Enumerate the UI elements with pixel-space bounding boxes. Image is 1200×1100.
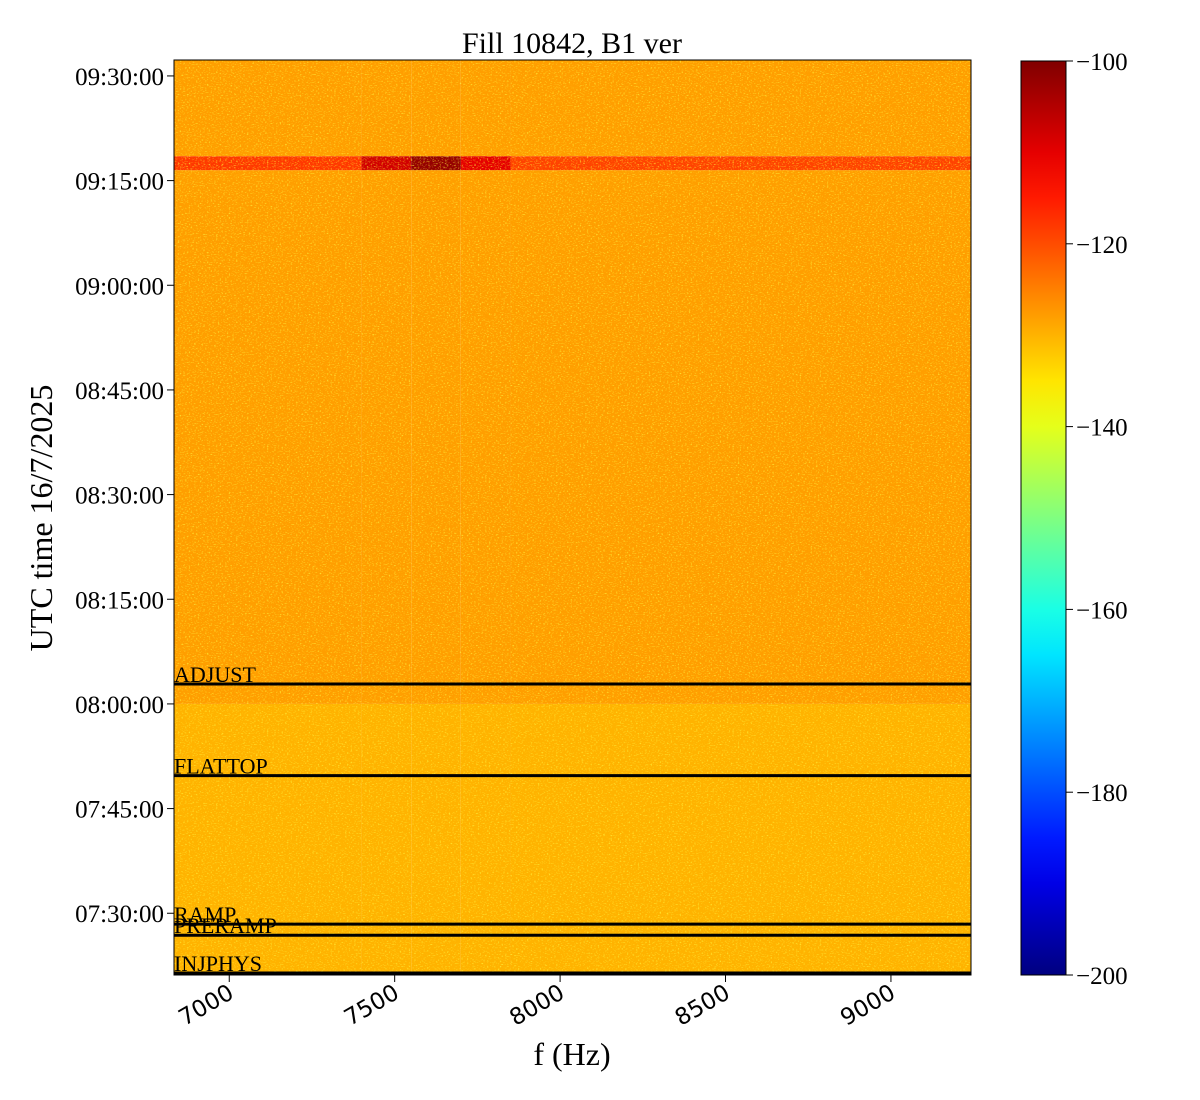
colorbar-tick-label: −140	[1076, 415, 1128, 442]
colorbar-tick-label: −120	[1076, 232, 1128, 259]
event-label: RAMP	[174, 902, 236, 927]
y-tick-label: 08:30:00	[75, 483, 164, 510]
y-tick-label: 09:30:00	[75, 64, 164, 91]
colorbar-tick-label: −160	[1076, 597, 1128, 624]
x-tick-label: 8000	[505, 980, 569, 1032]
y-tick-label: 09:15:00	[75, 169, 164, 196]
texture	[174, 60, 971, 975]
x-tick-label: 7500	[340, 980, 404, 1032]
y-tick-label: 08:00:00	[75, 692, 164, 719]
event-label: INJPHYS	[174, 951, 262, 976]
y-axis-label: UTC time 16/7/2025	[23, 385, 59, 652]
y-tick-label: 07:45:00	[75, 797, 164, 824]
colorbar-tick-label: −100	[1076, 49, 1128, 76]
y-tick-label: 09:00:00	[75, 273, 164, 300]
chart-title: Fill 10842, B1 ver	[462, 27, 682, 60]
colorbar-tick-label: −180	[1076, 780, 1128, 807]
y-tick-label: 08:45:00	[75, 378, 164, 405]
event-label: ADJUST	[174, 662, 256, 687]
y-tick-label: 07:30:00	[75, 901, 164, 928]
x-tick-label: 8500	[671, 980, 735, 1032]
event-label: FLATTOP	[174, 754, 268, 779]
y-tick-label: 08:15:00	[75, 587, 164, 614]
colorbar	[1020, 60, 1067, 976]
x-tick-label: 7000	[175, 980, 239, 1032]
x-tick-label: 9000	[836, 980, 900, 1032]
colorbar-tick-label: −200	[1076, 963, 1128, 990]
event-label: PRERAMP	[174, 913, 277, 938]
x-axis-label: f (Hz)	[533, 1036, 610, 1072]
plot-frame	[173, 59, 972, 976]
